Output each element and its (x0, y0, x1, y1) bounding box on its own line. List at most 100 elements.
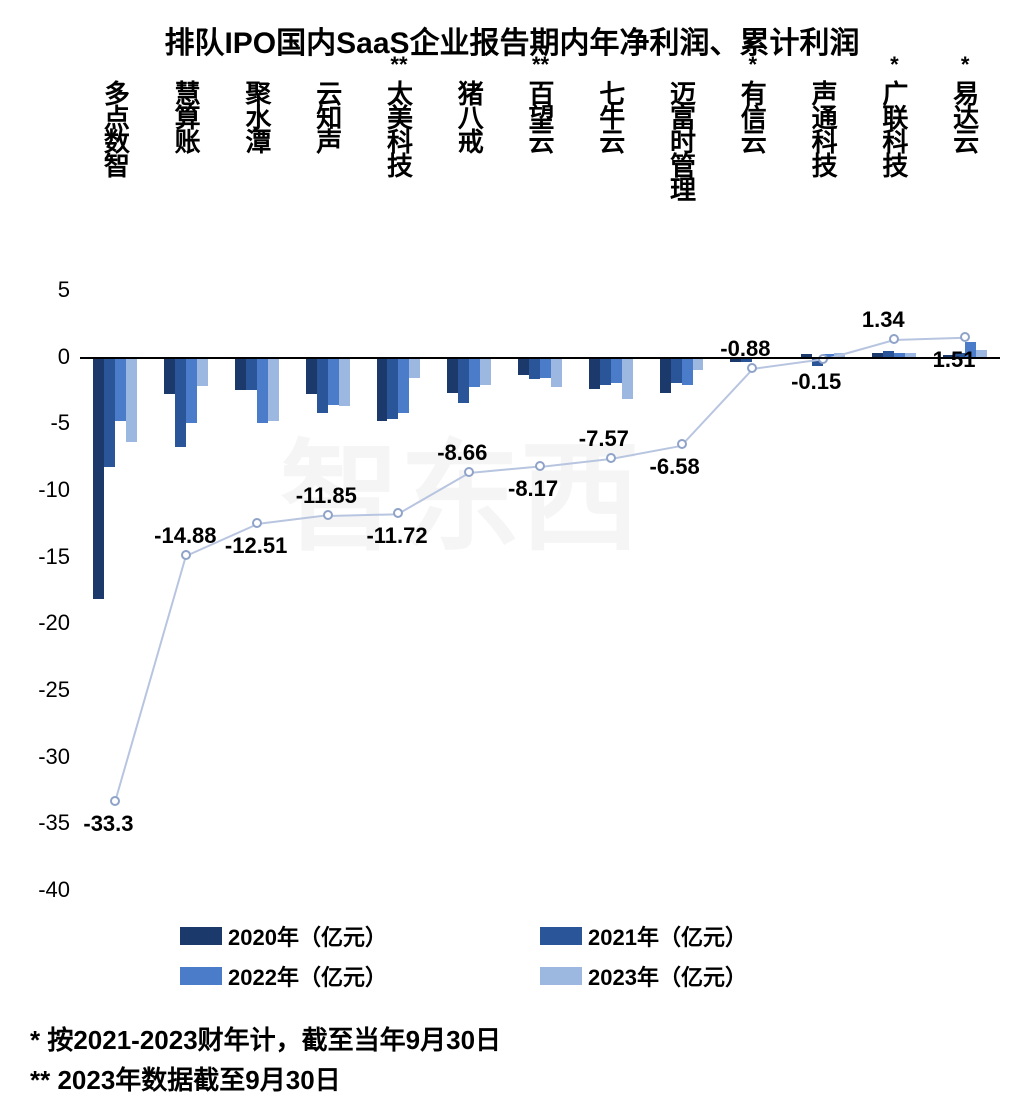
category-prefix: ** (390, 52, 407, 78)
bar (377, 357, 388, 421)
line-marker (677, 439, 687, 449)
bar (104, 357, 115, 468)
category-label: 声通科技 (823, 80, 824, 280)
bar (529, 357, 540, 380)
y-tick: -15 (38, 544, 70, 570)
y-tick: 0 (58, 344, 70, 370)
category-prefix: * (961, 52, 970, 78)
line-value-label: -12.51 (225, 533, 287, 559)
category-label: 云知声 (328, 80, 329, 280)
bar (671, 357, 682, 384)
legend-label: 2023年（亿元） (588, 960, 747, 992)
bar (551, 357, 562, 388)
bar (458, 357, 469, 404)
bar (339, 357, 350, 406)
footnote-1: * 按2021-2023财年计，截至当年9月30日 (30, 1020, 501, 1057)
category-label: 太美科技** (398, 80, 399, 280)
line-marker (818, 354, 828, 364)
line-value-label: -8.66 (437, 440, 487, 466)
chart-container: 排队IPO国内SaaS企业报告期内年净利润、累计利润 智东西 50-5-10-1… (0, 0, 1024, 1109)
line-value-label: -11.72 (366, 523, 427, 549)
category-label: 七牛云 (611, 80, 612, 280)
line-value-label: -6.58 (650, 454, 700, 480)
legend-swatch (540, 967, 582, 985)
line-value-label: -7.57 (579, 426, 629, 452)
y-tick: -5 (50, 410, 70, 436)
line-marker (960, 332, 970, 342)
bar (257, 357, 268, 424)
y-tick: 5 (58, 277, 70, 303)
legend-label: 2021年（亿元） (588, 920, 747, 952)
legend-label: 2022年（亿元） (228, 960, 387, 992)
line-segment (398, 472, 470, 515)
legend-label: 2020年（亿元） (228, 920, 387, 952)
bar (93, 357, 104, 600)
bar (469, 357, 480, 388)
bar (600, 357, 611, 385)
line-marker (181, 550, 191, 560)
line-value-label: -14.88 (154, 523, 216, 549)
line-segment (114, 556, 187, 802)
bar (976, 350, 987, 357)
category-label: 百望云** (540, 80, 541, 280)
bar (540, 357, 551, 378)
y-tick: -30 (38, 744, 70, 770)
line-marker (393, 508, 403, 518)
legend-swatch (540, 927, 582, 945)
category-label: 有信云* (752, 80, 753, 280)
line-segment (328, 513, 399, 517)
bar (317, 357, 328, 413)
bar (387, 357, 398, 420)
line-marker (889, 334, 899, 344)
plot-area: -33.3-14.88-12.51-11.85-11.72-8.66-8.17-… (80, 290, 1000, 890)
category-label: 易达云* (965, 80, 966, 280)
bar (589, 357, 600, 389)
line-marker (323, 510, 333, 520)
bar (164, 357, 175, 394)
legend-item: 2022年（亿元） (180, 960, 540, 992)
line-segment (257, 515, 328, 526)
bar (447, 357, 458, 393)
bar (115, 357, 126, 421)
y-tick: -40 (38, 877, 70, 903)
line-value-label: -0.15 (791, 369, 841, 395)
line-value-label: -8.17 (508, 476, 558, 502)
category-label: 聚水潭 (257, 80, 258, 280)
category-text: 慧算账 (168, 80, 205, 152)
category-prefix: ** (532, 52, 549, 78)
line-marker (747, 363, 757, 373)
bar (622, 357, 633, 400)
line-marker (252, 518, 262, 528)
line-marker (110, 796, 120, 806)
bar (306, 357, 317, 394)
bar (246, 357, 257, 390)
category-prefix: * (749, 52, 758, 78)
bar (186, 357, 197, 424)
category-label: 广联科技* (894, 80, 895, 280)
legend: 2020年（亿元） 2021年（亿元） 2022年（亿元） 2023年（亿元） (180, 920, 900, 1000)
legend-item: 2020年（亿元） (180, 920, 540, 952)
bar (518, 357, 529, 376)
category-prefix: * (890, 52, 899, 78)
category-text: 太美科技 (380, 80, 417, 176)
footnote-2: ** 2023年数据截至9月30日 (30, 1060, 341, 1097)
legend-swatch (180, 927, 222, 945)
bar (235, 357, 246, 390)
category-text: 易达云 (947, 80, 984, 152)
category-text: 云知声 (310, 80, 347, 152)
bar (175, 357, 186, 448)
category-text: 聚水潭 (239, 80, 276, 152)
line-value-label: -33.3 (83, 811, 133, 837)
category-text: 有信云 (734, 80, 771, 152)
category-text: 猪八戒 (451, 80, 488, 152)
bar (268, 357, 279, 421)
category-label: 猪八戒 (469, 80, 470, 280)
line-segment (540, 458, 611, 468)
category-text: 多点数智 (97, 80, 134, 176)
line-segment (894, 337, 965, 341)
y-tick: -25 (38, 677, 70, 703)
line-marker (606, 453, 616, 463)
bar (611, 357, 622, 384)
legend-swatch (180, 967, 222, 985)
category-text: 声通科技 (805, 80, 842, 176)
